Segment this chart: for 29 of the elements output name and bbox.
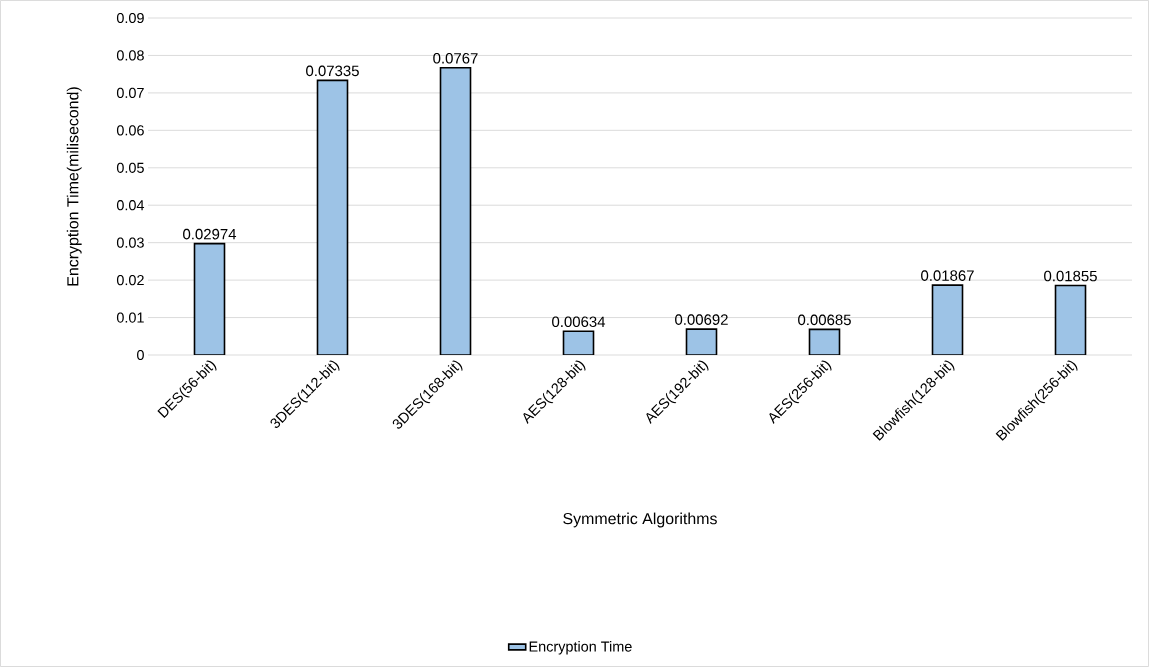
data-label: 0.00692 — [675, 314, 728, 325]
y-tick-label: 0.03 — [116, 237, 144, 248]
bar — [685, 328, 718, 355]
y-tick-label: 0.02 — [116, 274, 144, 286]
data-label: 0.00685 — [798, 314, 851, 326]
data-label: 0.02974 — [183, 228, 237, 240]
bar — [808, 328, 841, 355]
bar — [1054, 284, 1087, 355]
data-label: 0.00634 — [552, 316, 606, 328]
bar — [316, 79, 349, 355]
y-tick-label: 0.05 — [116, 162, 144, 173]
bar — [931, 284, 964, 355]
data-label: 0.01867 — [921, 270, 974, 281]
y-tick-label: 0 — [137, 349, 144, 361]
legend-label: Encryption Time — [529, 641, 632, 655]
bar — [193, 242, 226, 355]
y-tick-label: 0.09 — [116, 12, 144, 24]
y-tick-label: 0.07 — [116, 87, 144, 99]
bar — [439, 67, 472, 355]
x-axis-title: Symmetric Algorithms — [563, 512, 717, 528]
y-tick-label: 0.01 — [116, 312, 144, 323]
y-tick-label: 0.06 — [116, 125, 144, 136]
data-label: 0.01855 — [1044, 270, 1097, 282]
data-label: 0.0767 — [433, 53, 478, 64]
y-tick-label: 0.08 — [116, 50, 144, 61]
y-tick-label: 0.04 — [116, 200, 145, 211]
data-label: 0.07335 — [306, 65, 359, 77]
y-axis-title: Encryption Time(milisecond) — [66, 87, 82, 286]
bar — [562, 330, 595, 355]
